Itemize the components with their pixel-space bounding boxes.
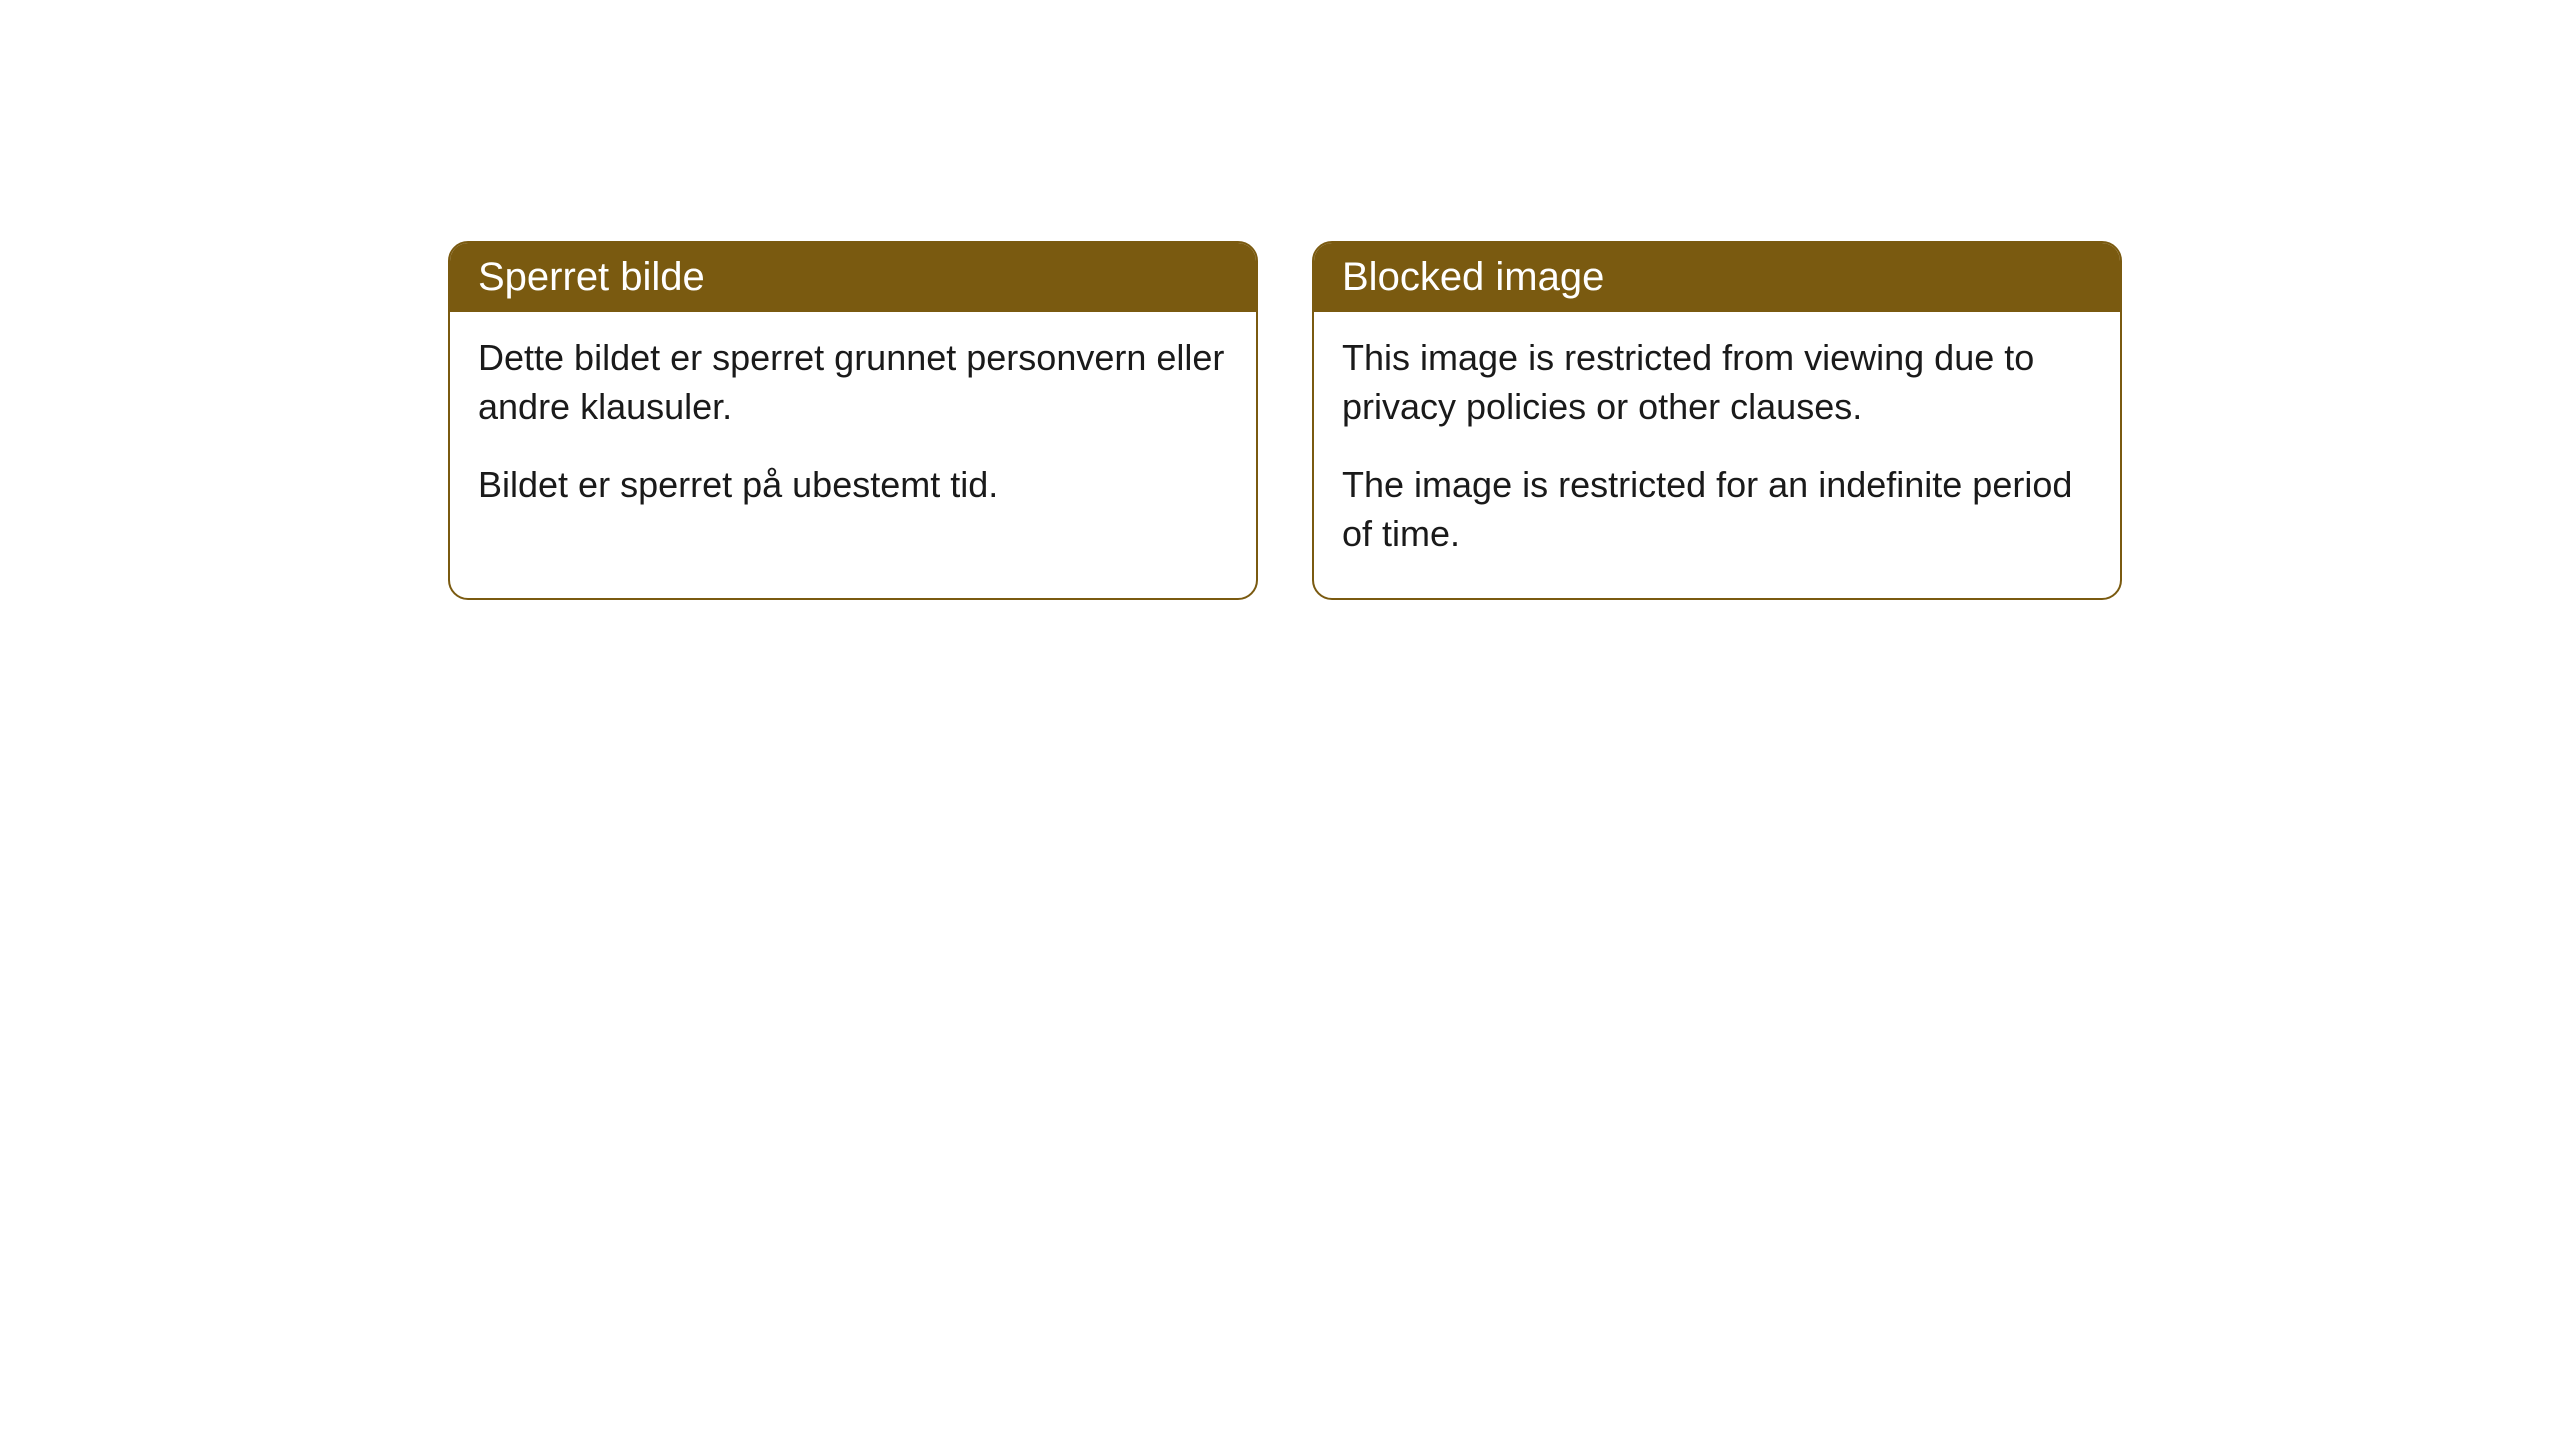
card-para2-en: The image is restricted for an indefinit… (1342, 461, 2092, 558)
card-body-en: This image is restricted from viewing du… (1314, 312, 2120, 598)
card-header-en: Blocked image (1314, 243, 2120, 312)
card-title-no: Sperret bilde (478, 255, 705, 299)
blocked-image-card-no: Sperret bilde Dette bildet er sperret gr… (448, 241, 1258, 600)
card-title-en: Blocked image (1342, 255, 1604, 299)
blocked-image-card-en: Blocked image This image is restricted f… (1312, 241, 2122, 600)
card-body-no: Dette bildet er sperret grunnet personve… (450, 312, 1256, 550)
card-para1-no: Dette bildet er sperret grunnet personve… (478, 334, 1228, 431)
cards-container: Sperret bilde Dette bildet er sperret gr… (0, 0, 2560, 600)
card-para2-no: Bildet er sperret på ubestemt tid. (478, 461, 1228, 510)
card-para1-en: This image is restricted from viewing du… (1342, 334, 2092, 431)
card-header-no: Sperret bilde (450, 243, 1256, 312)
